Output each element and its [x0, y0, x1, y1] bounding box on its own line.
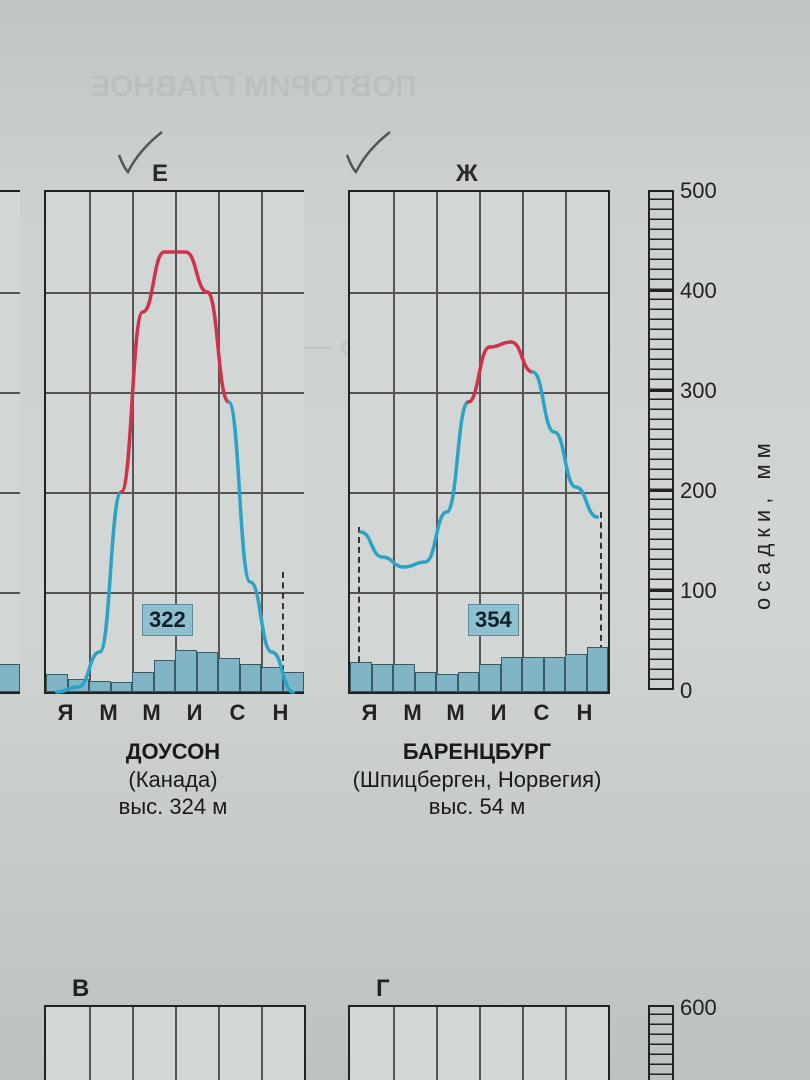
- y-axis-ruler: [648, 190, 674, 690]
- bottom-charts-row: В Г 600: [0, 975, 810, 1080]
- charts-row: Е 322 Я М М И С: [0, 190, 810, 910]
- elevation: выс. 54 м: [318, 793, 636, 821]
- chart-letter-g: Г: [376, 975, 390, 1003]
- ylabel-500: 500: [680, 178, 717, 204]
- caption-e: ДОУСОН (Канада) выс. 324 м: [24, 738, 322, 821]
- chart-letter-zh: Ж: [456, 160, 478, 188]
- elevation: выс. 324 м: [24, 793, 322, 821]
- plot-g: [348, 1005, 610, 1080]
- ylabel-200: 200: [680, 478, 717, 504]
- chart-letter-e: Е: [152, 160, 168, 188]
- x-axis-labels-e: Я М М И С Н: [44, 700, 302, 726]
- ylabel-300: 300: [680, 378, 717, 404]
- annual-total-badge-e: 322: [142, 604, 193, 636]
- checkmark-icon: [342, 130, 392, 180]
- ylabel-400: 400: [680, 278, 717, 304]
- bleed-text: ПОВТОРИМ ГЛАВНОЕ: [90, 70, 417, 104]
- city-name: БАРЕНЦБУРГ: [318, 738, 636, 766]
- chart-letter-v: В: [72, 975, 89, 1003]
- x-axis-labels-zh: Я М М И С Н: [348, 700, 606, 726]
- y-axis-ruler-bottom: [648, 1005, 674, 1080]
- plot-e: 322: [44, 190, 304, 694]
- region: (Канада): [24, 766, 322, 794]
- plot-v: [44, 1005, 306, 1080]
- caption-zh: БАРЕНЦБУРГ (Шпицберген, Норвегия) выс. 5…: [318, 738, 636, 821]
- city-name: ДОУСОН: [24, 738, 322, 766]
- region: (Шпицберген, Норвегия): [318, 766, 636, 794]
- y-axis-title: осадки, мм: [750, 437, 776, 610]
- ylabel-600: 600: [680, 995, 717, 1021]
- ylabel-0: 0: [680, 678, 692, 704]
- plot-zh: 354: [348, 190, 610, 694]
- ylabel-100: 100: [680, 578, 717, 604]
- prev-chart-slice: [0, 190, 20, 694]
- annual-total-badge-zh: 354: [468, 604, 519, 636]
